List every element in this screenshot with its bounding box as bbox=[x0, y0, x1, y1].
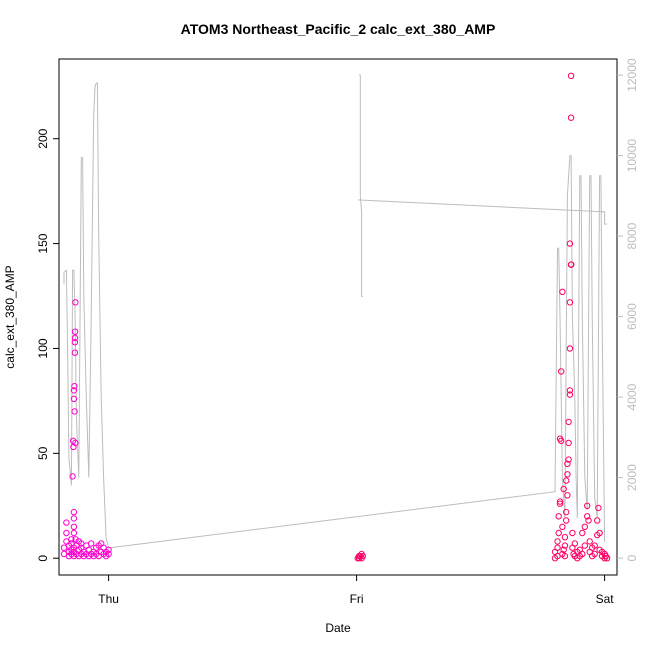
data-point bbox=[595, 504, 602, 512]
data-point bbox=[70, 529, 78, 537]
data-point bbox=[581, 542, 588, 549]
data-point bbox=[566, 391, 574, 398]
data-point bbox=[71, 383, 78, 390]
x-tick-label: Thu bbox=[98, 592, 119, 606]
data-point bbox=[564, 492, 571, 499]
data-point bbox=[561, 552, 569, 560]
axes-layer: 050100150200020004000600080001000012000T… bbox=[36, 58, 639, 606]
data-point bbox=[584, 502, 591, 509]
data-point bbox=[564, 471, 571, 478]
data-point bbox=[563, 517, 570, 524]
data-point bbox=[71, 339, 79, 346]
data-point bbox=[564, 460, 571, 467]
data-point bbox=[70, 515, 78, 522]
data-point bbox=[586, 538, 593, 545]
data-point bbox=[563, 477, 570, 484]
data-point bbox=[71, 408, 78, 415]
line-series-segment bbox=[359, 74, 363, 297]
data-point bbox=[68, 536, 75, 543]
data-point bbox=[596, 529, 603, 537]
data-point bbox=[70, 387, 78, 394]
data-point bbox=[71, 328, 79, 335]
data-point bbox=[567, 72, 575, 80]
data-point bbox=[565, 456, 572, 463]
data-point bbox=[105, 550, 112, 558]
data-point bbox=[554, 538, 561, 545]
data-point bbox=[556, 500, 564, 507]
y2-tick-label: 8000 bbox=[625, 222, 639, 249]
line-series-main bbox=[63, 82, 606, 549]
data-point bbox=[591, 542, 598, 549]
data-point bbox=[566, 345, 574, 352]
data-point bbox=[558, 437, 565, 444]
y-tick-label: 0 bbox=[36, 555, 50, 562]
data-point bbox=[561, 542, 569, 549]
data-point bbox=[560, 485, 567, 493]
data-point bbox=[554, 544, 561, 551]
data-point bbox=[566, 240, 574, 247]
data-point bbox=[71, 334, 79, 342]
data-point bbox=[69, 473, 76, 480]
data-point bbox=[72, 439, 79, 447]
data-point bbox=[567, 114, 575, 121]
data-point bbox=[72, 299, 79, 306]
data-point bbox=[603, 555, 611, 562]
data-point bbox=[579, 529, 586, 537]
data-point bbox=[561, 534, 569, 541]
data-point bbox=[571, 540, 578, 547]
data-point bbox=[63, 529, 70, 537]
data-point bbox=[584, 513, 591, 520]
data-point bbox=[105, 546, 112, 553]
data-point bbox=[579, 550, 586, 558]
data-point bbox=[555, 529, 562, 537]
data-point bbox=[563, 508, 570, 516]
y-tick-label: 150 bbox=[36, 233, 50, 253]
data-point bbox=[591, 550, 598, 558]
data-point bbox=[569, 529, 576, 537]
line-series-segment bbox=[357, 199, 608, 225]
y2-tick-label: 10000 bbox=[625, 139, 639, 173]
data-point bbox=[70, 395, 78, 402]
data-point bbox=[566, 299, 574, 306]
data-point bbox=[359, 552, 366, 560]
y-tick-label: 200 bbox=[36, 128, 50, 148]
data-point bbox=[559, 523, 566, 530]
y2-tick-label: 6000 bbox=[625, 303, 639, 330]
data-point bbox=[585, 517, 592, 524]
data-point bbox=[556, 498, 564, 505]
y2-tick-label: 0 bbox=[625, 554, 639, 561]
data-point bbox=[567, 261, 575, 268]
data-point bbox=[70, 508, 78, 516]
y-axis-label: calc_ext_380_AMP bbox=[3, 265, 17, 368]
data-point bbox=[566, 387, 574, 394]
data-point bbox=[555, 513, 562, 520]
data-point bbox=[581, 523, 588, 530]
x-axis-label: Date bbox=[325, 621, 351, 635]
data-point bbox=[70, 523, 78, 530]
y2-tick-label: 4000 bbox=[625, 383, 639, 410]
data-point bbox=[71, 349, 79, 356]
chart-title: ATOM3 Northeast_Pacific_2 calc_ext_380_A… bbox=[181, 21, 496, 37]
x-tick-label: Sat bbox=[596, 592, 615, 606]
data-point bbox=[88, 540, 95, 547]
data-point bbox=[594, 517, 601, 524]
y-tick-label: 100 bbox=[36, 338, 50, 358]
data-point bbox=[63, 519, 70, 526]
y2-tick-label: 12000 bbox=[625, 58, 639, 92]
data-point bbox=[559, 288, 566, 295]
data-point bbox=[72, 536, 79, 543]
plot-frame bbox=[58, 58, 618, 576]
y-tick-label: 50 bbox=[36, 446, 50, 460]
data-point bbox=[558, 368, 565, 375]
line-layer bbox=[63, 74, 608, 549]
points-layer bbox=[60, 72, 611, 562]
data-point bbox=[565, 439, 572, 447]
y2-tick-label: 2000 bbox=[625, 464, 639, 491]
data-point bbox=[560, 546, 567, 553]
data-point bbox=[565, 418, 572, 426]
x-tick-label: Fri bbox=[350, 592, 364, 606]
